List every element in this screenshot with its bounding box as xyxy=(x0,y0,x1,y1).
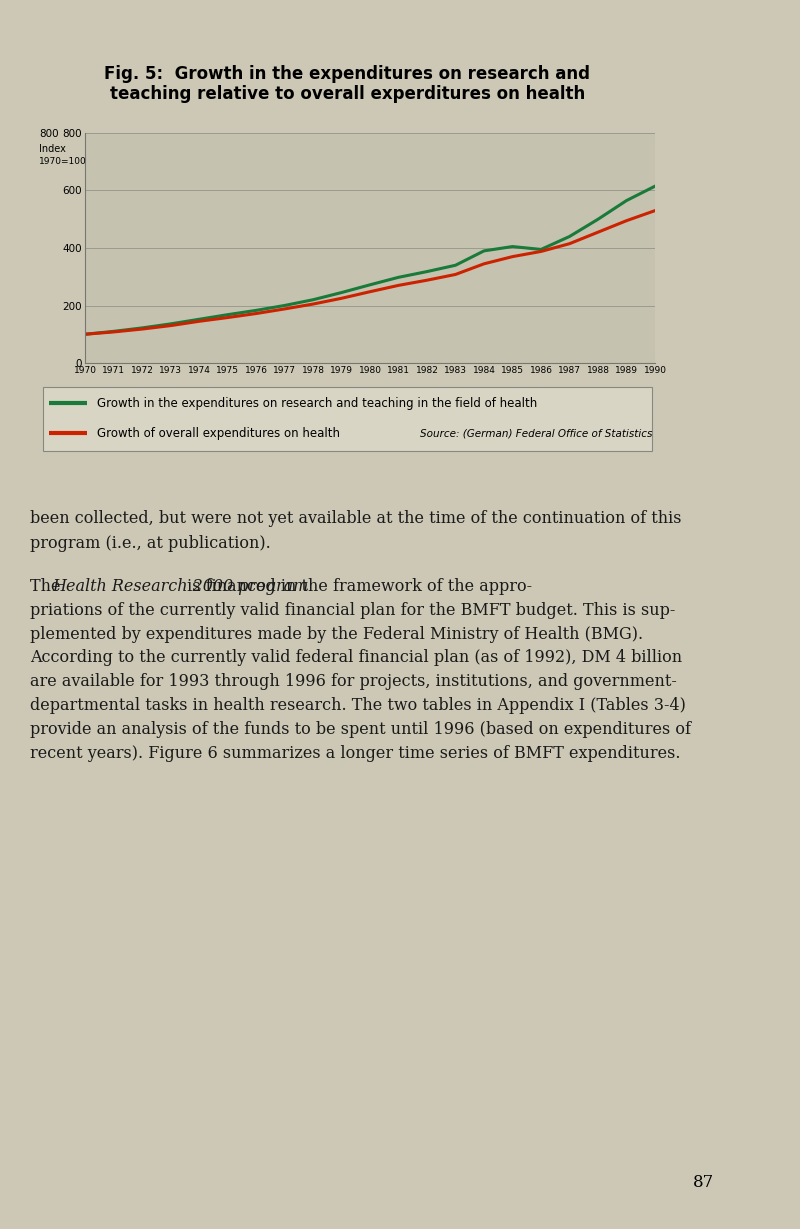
Text: recent years). Figure 6 summarizes a longer time series of BMFT expenditures.: recent years). Figure 6 summarizes a lon… xyxy=(30,745,681,762)
Text: 87: 87 xyxy=(694,1174,714,1191)
Text: priations of the currently valid financial plan for the BMFT budget. This is sup: priations of the currently valid financi… xyxy=(30,601,675,618)
Text: Fig. 5:  Growth in the expenditures on research and: Fig. 5: Growth in the expenditures on re… xyxy=(105,65,590,84)
Text: been collected, but were not yet available at the time of the continuation of th: been collected, but were not yet availab… xyxy=(30,510,682,527)
Text: Health Research 2000 program: Health Research 2000 program xyxy=(53,578,309,595)
Text: According to the currently valid federal financial plan (as of 1992), DM 4 billi: According to the currently valid federal… xyxy=(30,649,682,666)
Text: Source: (German) Federal Office of Statistics: Source: (German) Federal Office of Stati… xyxy=(420,429,652,439)
Text: The: The xyxy=(30,578,66,595)
Text: Growth in the expenditures on research and teaching in the field of health: Growth in the expenditures on research a… xyxy=(97,397,537,409)
Text: plemented by expenditures made by the Federal Ministry of Health (BMG).: plemented by expenditures made by the Fe… xyxy=(30,626,643,643)
FancyBboxPatch shape xyxy=(42,387,652,451)
Text: Growth of overall expenditures on health: Growth of overall expenditures on health xyxy=(97,426,340,440)
Text: 800: 800 xyxy=(39,129,58,139)
Text: departmental tasks in health research. The two tables in Appendix I (Tables 3-4): departmental tasks in health research. T… xyxy=(30,697,686,714)
Text: Index: Index xyxy=(39,144,66,154)
Text: provide an analysis of the funds to be spent until 1996 (based on expenditures o: provide an analysis of the funds to be s… xyxy=(30,721,691,739)
Text: teaching relative to overall experditures on health: teaching relative to overall experditure… xyxy=(110,85,585,103)
Text: is financed in the framework of the appro-: is financed in the framework of the appr… xyxy=(182,578,532,595)
Text: 1970=100: 1970=100 xyxy=(39,157,86,166)
Text: program (i.e., at publication).: program (i.e., at publication). xyxy=(30,535,270,552)
Text: are available for 1993 through 1996 for projects, institutions, and government-: are available for 1993 through 1996 for … xyxy=(30,673,677,691)
